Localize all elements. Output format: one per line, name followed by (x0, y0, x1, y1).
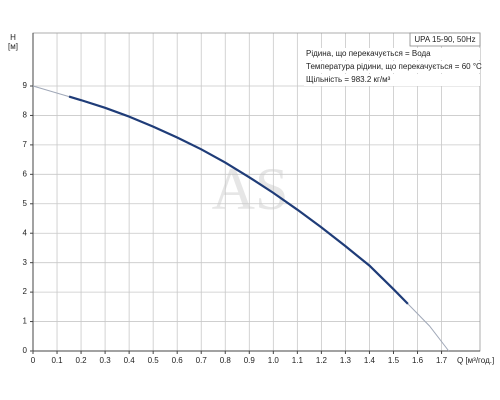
x-tick-label: 0.4 (124, 356, 136, 365)
y-tick-label: 6 (23, 169, 28, 178)
y-tick-label: 1 (23, 317, 28, 326)
x-tick-label: 1.0 (268, 356, 280, 365)
x-tick-label: 0.1 (51, 356, 63, 365)
y-tick-label: 8 (23, 111, 28, 120)
x-tick-label: 0.5 (148, 356, 160, 365)
annotation: Температура рідини, що перекачується = 6… (306, 62, 482, 71)
x-tick-label: 0.6 (172, 356, 184, 365)
x-tick-label: 1.4 (364, 356, 376, 365)
x-tick-label: 1.7 (436, 356, 448, 365)
curve (68, 95, 409, 305)
x-tick-label: 0.8 (220, 356, 232, 365)
x-tick-label: 1.6 (412, 356, 424, 365)
curve (407, 303, 450, 352)
y-axis-label: H (10, 33, 16, 42)
y-tick-label: 3 (23, 258, 28, 267)
y-tick-label: 7 (23, 140, 28, 149)
watermark: AS (212, 156, 289, 222)
y-tick-label: 4 (23, 228, 28, 237)
x-tick-label: 0.2 (76, 356, 88, 365)
y-tick-label: 5 (23, 199, 28, 208)
x-tick-label: 0.7 (196, 356, 208, 365)
annotation-bg (304, 74, 480, 86)
x-tick-label: 1.2 (316, 356, 328, 365)
x-tick-label: 1.1 (292, 356, 304, 365)
annotation-bg (304, 61, 480, 73)
y-tick-label: 2 (23, 287, 28, 296)
y-tick-label: 0 (23, 346, 28, 355)
legend-title: UPA 15-90, 50Hz (414, 35, 475, 44)
x-tick-label: 0 (31, 356, 36, 365)
curve (32, 85, 70, 98)
x-tick-label: 1.5 (388, 356, 400, 365)
x-tick-label: 0.9 (244, 356, 256, 365)
annotation: Щільність = 983.2 кг/м³ (306, 75, 391, 84)
x-axis-label: Q [м³/год.] (457, 356, 494, 365)
y-tick-label: 9 (23, 81, 28, 90)
annotation-bg (304, 48, 480, 60)
y-axis-unit: [м] (8, 42, 18, 51)
legend-box (409, 32, 481, 47)
annotation: Рідина, що перекачується = Вода (306, 49, 431, 58)
x-tick-label: 0.3 (100, 356, 112, 365)
x-tick-label: 1.3 (340, 356, 352, 365)
